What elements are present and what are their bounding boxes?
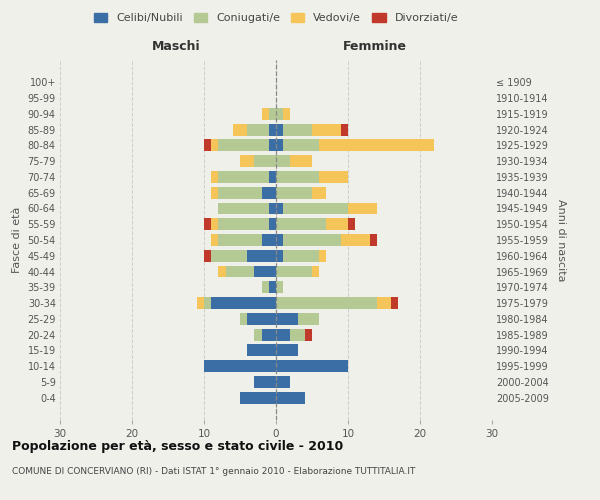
- Bar: [204, 297, 211, 309]
- Bar: [283, 234, 341, 246]
- Bar: [276, 187, 312, 198]
- Bar: [218, 266, 226, 278]
- Bar: [262, 108, 269, 120]
- Bar: [276, 313, 298, 325]
- Bar: [262, 282, 269, 293]
- Bar: [211, 140, 218, 151]
- Bar: [211, 234, 218, 246]
- Bar: [276, 392, 305, 404]
- Bar: [269, 202, 276, 214]
- Bar: [254, 376, 276, 388]
- Bar: [218, 171, 269, 183]
- Bar: [391, 297, 398, 309]
- Text: Popolazione per età, sesso e stato civile - 2010: Popolazione per età, sesso e stato civil…: [12, 440, 343, 453]
- Bar: [211, 297, 276, 309]
- Bar: [319, 250, 326, 262]
- Bar: [276, 218, 326, 230]
- Bar: [341, 234, 370, 246]
- Y-axis label: Fasce di età: Fasce di età: [12, 207, 22, 273]
- Bar: [254, 266, 276, 278]
- Bar: [319, 140, 434, 151]
- Bar: [283, 250, 319, 262]
- Bar: [247, 313, 276, 325]
- Bar: [247, 124, 269, 136]
- Bar: [283, 202, 348, 214]
- Bar: [312, 266, 319, 278]
- Bar: [262, 234, 276, 246]
- Text: Femmine: Femmine: [343, 40, 407, 53]
- Bar: [247, 250, 276, 262]
- Bar: [269, 108, 276, 120]
- Bar: [204, 250, 211, 262]
- Bar: [254, 328, 262, 340]
- Bar: [312, 187, 326, 198]
- Bar: [247, 344, 276, 356]
- Text: Maschi: Maschi: [152, 40, 201, 53]
- Bar: [283, 124, 312, 136]
- Bar: [305, 328, 312, 340]
- Bar: [276, 140, 283, 151]
- Bar: [211, 250, 247, 262]
- Bar: [312, 124, 341, 136]
- Bar: [276, 328, 290, 340]
- Bar: [276, 266, 312, 278]
- Bar: [276, 171, 319, 183]
- Bar: [269, 282, 276, 293]
- Bar: [276, 360, 348, 372]
- Text: COMUNE DI CONCERVIANO (RI) - Dati ISTAT 1° gennaio 2010 - Elaborazione TUTTITALI: COMUNE DI CONCERVIANO (RI) - Dati ISTAT …: [12, 468, 415, 476]
- Bar: [341, 124, 348, 136]
- Bar: [240, 155, 254, 167]
- Bar: [218, 187, 262, 198]
- Bar: [290, 155, 312, 167]
- Bar: [298, 313, 319, 325]
- Bar: [204, 360, 276, 372]
- Bar: [276, 108, 283, 120]
- Bar: [211, 218, 218, 230]
- Bar: [262, 187, 276, 198]
- Bar: [269, 218, 276, 230]
- Bar: [348, 218, 355, 230]
- Bar: [254, 155, 276, 167]
- Bar: [276, 250, 283, 262]
- Bar: [276, 124, 283, 136]
- Bar: [240, 313, 247, 325]
- Bar: [218, 140, 269, 151]
- Bar: [233, 124, 247, 136]
- Bar: [218, 202, 269, 214]
- Bar: [283, 108, 290, 120]
- Y-axis label: Anni di nascita: Anni di nascita: [556, 198, 566, 281]
- Bar: [269, 124, 276, 136]
- Bar: [290, 328, 305, 340]
- Bar: [204, 140, 211, 151]
- Bar: [276, 282, 283, 293]
- Bar: [269, 140, 276, 151]
- Bar: [276, 297, 377, 309]
- Bar: [269, 171, 276, 183]
- Bar: [326, 218, 348, 230]
- Bar: [211, 187, 218, 198]
- Bar: [276, 234, 283, 246]
- Bar: [370, 234, 377, 246]
- Bar: [204, 218, 211, 230]
- Bar: [240, 392, 276, 404]
- Bar: [218, 218, 269, 230]
- Bar: [226, 266, 254, 278]
- Bar: [262, 328, 276, 340]
- Bar: [197, 297, 204, 309]
- Bar: [276, 376, 290, 388]
- Legend: Celibi/Nubili, Coniugati/e, Vedovi/e, Divorziati/e: Celibi/Nubili, Coniugati/e, Vedovi/e, Di…: [89, 8, 463, 28]
- Bar: [283, 140, 319, 151]
- Bar: [276, 202, 283, 214]
- Bar: [218, 234, 262, 246]
- Bar: [276, 344, 298, 356]
- Bar: [348, 202, 377, 214]
- Bar: [319, 171, 348, 183]
- Bar: [211, 171, 218, 183]
- Bar: [377, 297, 391, 309]
- Bar: [276, 155, 290, 167]
